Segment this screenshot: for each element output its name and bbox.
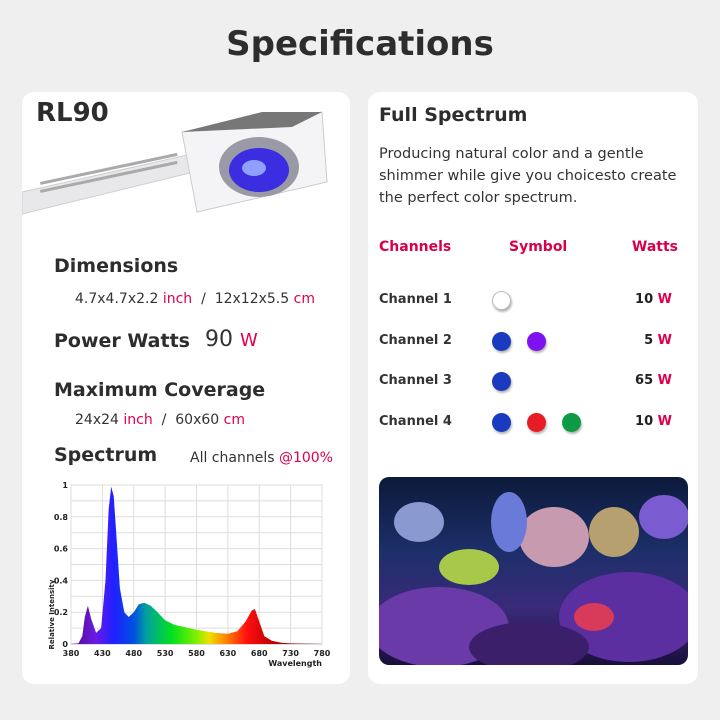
col-watts: Watts [631, 239, 678, 255]
y-tick-label: 0.6 [54, 545, 69, 554]
product-image [22, 111, 328, 215]
channel-color-dot [527, 332, 546, 351]
channel-color-dot [527, 413, 546, 432]
x-tick-label: 630 [220, 649, 237, 658]
x-tick-label: 780 [314, 649, 331, 658]
col-channels: Channels [379, 239, 452, 255]
channel-watts: 65 W [635, 373, 672, 388]
channel-color-dot [492, 413, 511, 432]
coral-reef-image [379, 477, 688, 665]
power-value: 90 W [205, 327, 258, 352]
channel-color-dot [492, 332, 511, 351]
x-tick-label: 680 [251, 649, 268, 658]
channel-watts: 10 W [635, 414, 672, 429]
full-spectrum-heading: Full Spectrum [379, 104, 528, 126]
y-tick-label: 0.8 [54, 513, 69, 522]
x-tick-label: 380 [63, 649, 80, 658]
x-tick-label: 730 [282, 649, 299, 658]
x-tick-label: 430 [94, 649, 111, 658]
channel-watts: 10 W [635, 292, 672, 307]
col-symbol: Symbol [509, 239, 568, 255]
channel-name: Channel 1 [379, 292, 452, 307]
channel-color-dot [562, 413, 581, 432]
y-tick-label: 0.2 [54, 608, 68, 617]
channel-name: Channel 2 [379, 333, 452, 348]
y-tick-label: 0 [62, 640, 68, 649]
x-axis-label: Wavelength [268, 659, 322, 668]
spectrum-note: All channels @100% [190, 450, 333, 466]
channel-color-dot [492, 291, 511, 310]
channel-color-dot [492, 372, 511, 391]
channel-name: Channel 3 [379, 373, 452, 388]
y-axis-label: Relative Intensity [48, 579, 56, 649]
x-tick-label: 530 [157, 649, 174, 658]
spectrum-card: Full Spectrum Producing natural color an… [368, 92, 698, 684]
channel-name: Channel 4 [379, 414, 452, 429]
spectrum-heading: Spectrum [54, 444, 158, 466]
y-tick-label: 0.4 [54, 576, 69, 585]
y-tick-label: 1 [62, 481, 68, 490]
dimensions-heading: Dimensions [54, 255, 179, 277]
power-heading: Power Watts [54, 330, 190, 352]
coverage-heading: Maximum Coverage [54, 379, 266, 401]
model-name: RL90 [36, 98, 109, 128]
x-tick-label: 480 [125, 649, 142, 658]
coverage-value: 24x24 inch / 60x60 cm [75, 412, 245, 428]
spectrum-chart: 380 430 480 530 580 630 680 730 780 0 0.2 0.4 0.6 0.8… [48, 481, 331, 668]
x-tick-label: 580 [188, 649, 205, 658]
page-title: Specifications [226, 24, 494, 64]
description: Producing natural color and a gentle shi… [379, 146, 677, 206]
channel-watts: 5 W [644, 333, 672, 348]
dimensions-value: 4.7x4.7x2.2 inch / 12x12x5.5 cm [75, 291, 315, 307]
